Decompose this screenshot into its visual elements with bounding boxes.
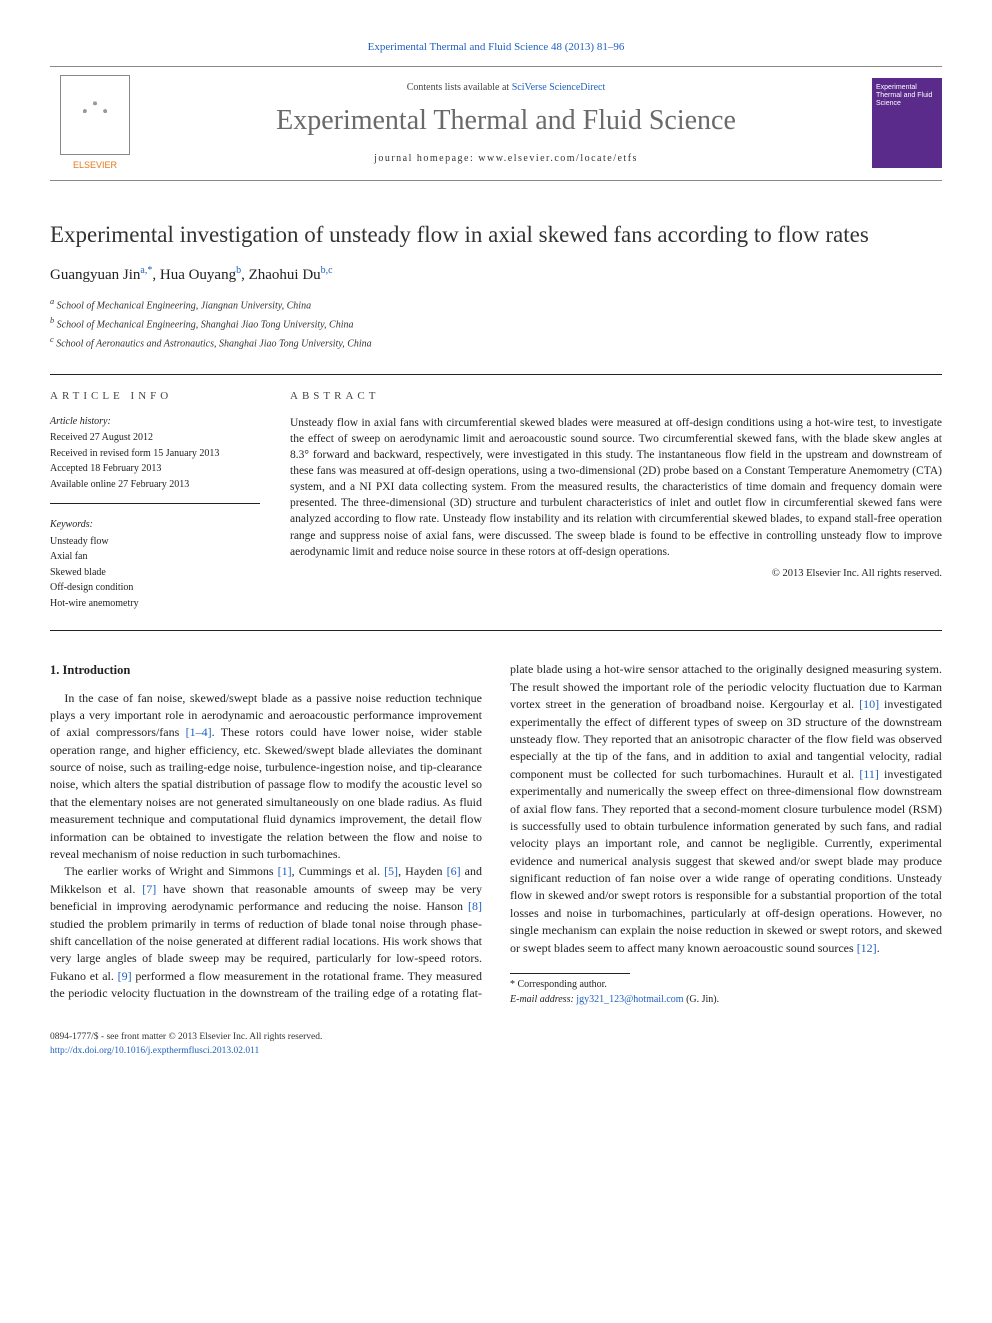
keyword: Hot-wire anemometry — [50, 597, 260, 612]
elsevier-logo[interactable]: ELSEVIER — [50, 75, 140, 172]
citation-link[interactable]: [6] — [447, 864, 461, 878]
email-label: E-mail address: — [510, 994, 576, 1005]
affiliation: b School of Mechanical Engineering, Shan… — [50, 315, 942, 333]
corresponding-author-note: * Corresponding author. — [510, 978, 942, 993]
citation-link[interactable]: [10] — [859, 697, 879, 711]
front-matter-line: 0894-1777/$ - see front matter © 2013 El… — [50, 1031, 322, 1045]
article-author: Zhaohui Du — [249, 267, 321, 283]
journal-homepage[interactable]: journal homepage: www.elsevier.com/locat… — [140, 152, 872, 167]
keyword: Unsteady flow — [50, 535, 260, 550]
article-author: Hua Ouyang — [160, 267, 236, 283]
journal-reference-link[interactable]: Experimental Thermal and Fluid Science 4… — [368, 41, 625, 53]
affiliation-link[interactable]: a,* — [140, 265, 152, 276]
body-paragraph: In the case of fan noise, skewed/swept b… — [50, 690, 482, 864]
citation-link[interactable]: [11] — [859, 767, 879, 781]
citation-link[interactable]: [1–4] — [186, 725, 212, 739]
affiliation-link[interactable]: b,c — [321, 265, 333, 276]
keywords-label: Keywords: — [50, 518, 260, 533]
citation-link[interactable]: [8] — [468, 899, 482, 913]
info-abstract-row: article info Article history: Received 2… — [50, 374, 942, 631]
article-author: Guangyuan Jin — [50, 267, 140, 283]
section-heading: 1. Introduction — [50, 661, 482, 679]
affiliation-text: School of Mechanical Engineering, Jiangn… — [57, 301, 311, 312]
article-body: 1. Introduction In the case of fan noise… — [50, 661, 942, 1007]
citation-link[interactable]: [1] — [278, 864, 292, 878]
abstract-heading: abstract — [290, 389, 942, 405]
page-footer: 0894-1777/$ - see front matter © 2013 El… — [50, 1031, 942, 1059]
history-item: Received 27 August 2012 — [50, 431, 260, 446]
abstract: abstract Unsteady flow in axial fans wit… — [290, 389, 942, 612]
affiliation-sup: c — [50, 335, 54, 344]
email-link[interactable]: jgy321_123@hotmail.com — [576, 994, 683, 1005]
elsevier-wordmark: ELSEVIER — [50, 159, 140, 172]
corresponding-email: E-mail address: jgy321_123@hotmail.com (… — [510, 993, 942, 1008]
contents-prefix: Contents lists available at — [407, 82, 512, 93]
affiliation: c School of Aeronautics and Astronautics… — [50, 334, 942, 352]
citation-link[interactable]: [12] — [857, 941, 877, 955]
journal-reference: Experimental Thermal and Fluid Science 4… — [50, 40, 942, 56]
history-item: Received in revised form 15 January 2013 — [50, 447, 260, 462]
author-sep: , — [152, 267, 160, 283]
keyword: Axial fan — [50, 550, 260, 565]
abstract-copyright: © 2013 Elsevier Inc. All rights reserved… — [290, 566, 942, 581]
abstract-text: Unsteady flow in axial fans with circumf… — [290, 415, 942, 560]
journal-header: ELSEVIER Contents lists available at Sci… — [50, 66, 942, 181]
history-label: Article history: — [50, 415, 260, 430]
affiliation-sup: b — [50, 316, 54, 325]
sciencedirect-link[interactable]: SciVerse ScienceDirect — [512, 82, 606, 93]
history-item: Accepted 18 February 2013 — [50, 462, 260, 477]
affiliation-sup: a — [50, 297, 54, 306]
affiliation: a School of Mechanical Engineering, Jian… — [50, 296, 942, 314]
body-text: investigated experimentally and numerica… — [510, 767, 942, 955]
article-history: Article history: Received 27 August 2012… — [50, 415, 260, 505]
affiliation-text: School of Mechanical Engineering, Shangh… — [57, 320, 354, 331]
article-title: Experimental investigation of unsteady f… — [50, 221, 942, 250]
body-text: . These rotors could have lower noise, w… — [50, 725, 482, 861]
history-item: Available online 27 February 2013 — [50, 478, 260, 493]
footer-left: 0894-1777/$ - see front matter © 2013 El… — [50, 1031, 322, 1059]
doi-link[interactable]: http://dx.doi.org/10.1016/j.expthermflus… — [50, 1046, 259, 1056]
article-info: article info Article history: Received 2… — [50, 389, 260, 612]
body-text: , Cummings et al. — [292, 864, 384, 878]
journal-title: Experimental Thermal and Fluid Science — [140, 101, 872, 142]
keyword: Off-design condition — [50, 581, 260, 596]
author-sep: , — [241, 267, 249, 283]
article-info-heading: article info — [50, 389, 260, 405]
citation-link[interactable]: [9] — [118, 969, 132, 983]
journal-header-center: Contents lists available at SciVerse Sci… — [140, 81, 872, 167]
elsevier-tree-icon — [60, 75, 130, 155]
citation-link[interactable]: [7] — [142, 882, 156, 896]
body-text: . — [877, 941, 880, 955]
keywords-block: Keywords: Unsteady flow Axial fan Skewed… — [50, 518, 260, 611]
citation-link[interactable]: [5] — [384, 864, 398, 878]
keyword: Skewed blade — [50, 566, 260, 581]
body-text: , Hayden — [398, 864, 447, 878]
contents-lists-line: Contents lists available at SciVerse Sci… — [140, 81, 872, 96]
footnote-rule — [510, 973, 630, 974]
author-list: Guangyuan Jina,*, Hua Ouyangb, Zhaohui D… — [50, 264, 942, 287]
journal-cover-thumb[interactable]: Experimental Thermal and Fluid Science — [872, 78, 942, 168]
affiliation-text: School of Aeronautics and Astronautics, … — [56, 338, 371, 349]
body-text: The earlier works of Wright and Simmons — [64, 864, 277, 878]
affiliation-list: a School of Mechanical Engineering, Jian… — [50, 296, 942, 351]
email-who: (G. Jin). — [684, 994, 720, 1005]
